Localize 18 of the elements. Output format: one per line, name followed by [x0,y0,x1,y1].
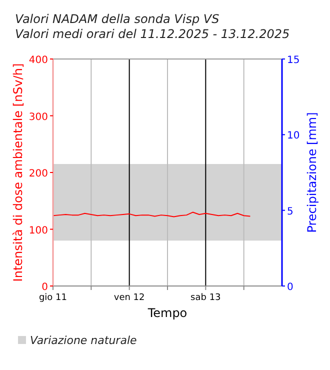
legend-label: Variazione naturale [30,334,137,347]
y-tick-label: 400 [28,55,48,66]
y2-tick-label: 5 [287,206,294,218]
y-tick-label: 100 [28,225,48,236]
x-axis-title: Tempo [146,306,188,320]
y2-tick-label: 10 [287,130,300,142]
x-tick-label: sab 13 [190,293,221,303]
x-tick-label: gio 11 [38,293,68,303]
y-tick-label: 200 [28,168,48,180]
x-tick-label: ven 12 [114,293,145,303]
y2-axis-title: Precipitazione [mm] [305,112,319,233]
chart-subtitle: Valori medi orari del 11.12.2025 - 13.12.2025 [15,27,290,41]
y-tick-label: 300 [28,112,48,123]
y-axis-title: Intensità di dose ambientale [nSv/h] [11,63,25,282]
y2-tick-label: 0 [287,282,294,293]
y-tick-label: 0 [42,282,48,293]
chart-title: Valori NADAM della sonda Visp VS [15,12,220,26]
y2-tick-label: 15 [287,55,300,66]
